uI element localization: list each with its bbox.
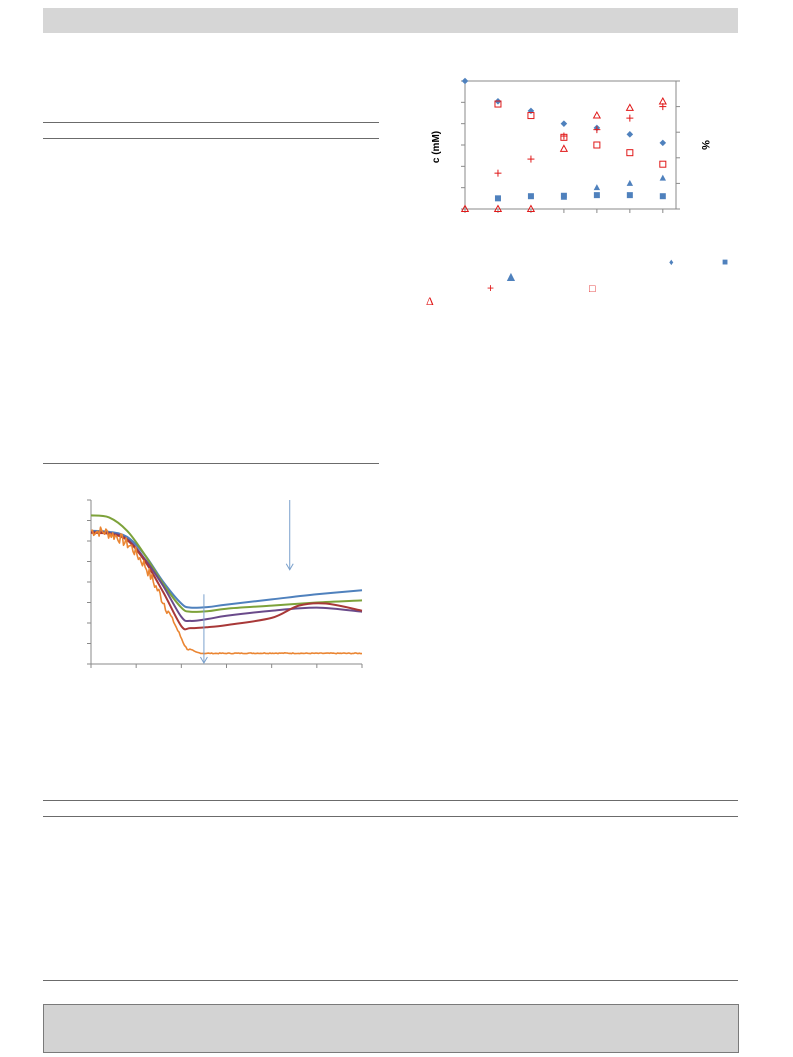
scatter-point-triangle	[626, 179, 634, 186]
scatter-point-open-triangle	[625, 103, 634, 111]
scatter-point-plus	[560, 132, 568, 140]
wide-table-header-rule	[43, 816, 738, 817]
scatter-point-square	[659, 193, 666, 200]
legend-symbol-delta: Δ	[426, 294, 434, 308]
scatter-point-triangle	[659, 174, 667, 181]
scatter-point-square	[527, 193, 534, 200]
scatter-point-open-triangle	[559, 144, 569, 152]
legend-symbol-diamond: ♦	[669, 257, 674, 267]
scatter-point-open-triangle	[592, 111, 602, 119]
scatter-point-diamond	[527, 107, 535, 115]
scatter-point-open-square	[593, 141, 601, 149]
scatter-legend-symbols: ♦ ■ ▲ + □ Δ	[426, 257, 728, 308]
scatter-point-open-square	[626, 149, 634, 157]
scatter-axes	[461, 80, 680, 213]
table-bottom-rule	[43, 463, 379, 464]
line-arrow	[285, 500, 294, 571]
header-band	[43, 8, 738, 33]
scatter-point-plus	[527, 155, 535, 163]
scatter-point-diamond	[461, 77, 469, 85]
scatter-chart: c (mM) %	[431, 77, 711, 213]
scatter-marks	[460, 77, 667, 212]
legend-symbol-open-square: □	[589, 283, 596, 295]
scatter-right-axis-label: %	[699, 140, 711, 150]
scatter-point-open-triangle	[658, 96, 667, 105]
scatter-point-triangle	[560, 193, 568, 200]
line-arrow	[199, 594, 208, 664]
scatter-point-square	[593, 192, 600, 199]
scatter-point-plus	[593, 126, 601, 134]
wide-table-bottom-rule	[43, 980, 738, 981]
legend-symbol-plus: +	[487, 281, 494, 295]
scatter-point-open-triangle	[526, 204, 536, 212]
legend-symbol-triangle: ▲	[504, 268, 518, 284]
legend-symbol-square: ■	[722, 257, 728, 268]
scatter-point-open-square	[659, 160, 667, 168]
scatter-point-plus	[626, 114, 634, 122]
wide-table-top-rule	[43, 800, 738, 801]
scatter-point-diamond	[560, 120, 568, 127]
line-marks	[90, 500, 363, 664]
scatter-point-square	[626, 192, 633, 199]
scatter-point-diamond	[659, 139, 667, 147]
scatter-point-plus	[494, 169, 502, 177]
line-axes	[87, 499, 363, 668]
line-series-1	[90, 514, 363, 613]
scatter-point-open-square	[560, 133, 568, 141]
line-chart	[87, 499, 363, 668]
table-top-rule	[43, 122, 379, 123]
scatter-point-square	[494, 195, 501, 202]
line-series-0	[90, 529, 363, 609]
scatter-point-open-square	[527, 112, 535, 120]
scatter-point-open-triangle	[493, 204, 503, 212]
line-arrow-head	[199, 656, 208, 664]
line-series-orange	[90, 526, 362, 655]
scatter-point-triangle	[593, 184, 601, 191]
scatter-point-open-square	[494, 100, 502, 108]
line-arrow-head	[285, 563, 294, 571]
scatter-point-open-triangle	[460, 204, 470, 212]
scatter-left-axis-label: c (mM)	[431, 131, 442, 163]
table-header-rule	[43, 138, 379, 139]
footer-band	[43, 1004, 739, 1053]
scatter-point-diamond	[626, 131, 634, 138]
